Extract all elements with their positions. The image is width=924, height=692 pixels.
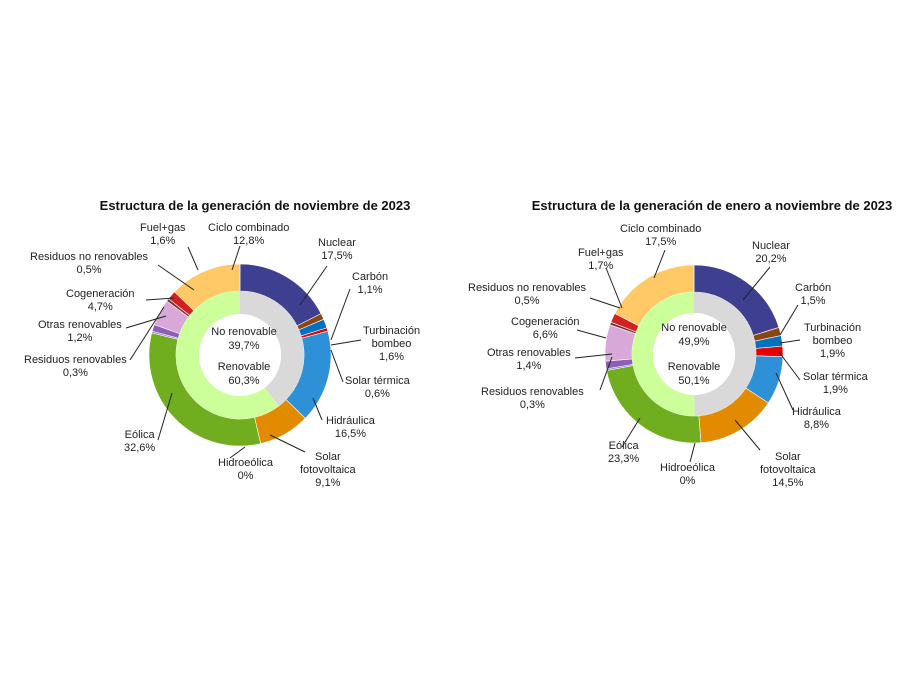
label-residuos-no-renovables: Residuos no renovables 0,5% — [30, 251, 149, 276]
donut-hole — [653, 313, 735, 395]
outer-labels: Nuclear 20,2%Carbón 1,5% Turbinación bombeo 1… — [468, 223, 869, 489]
inner-label-pct: 50,1% — [678, 375, 709, 387]
leader-line — [574, 353, 613, 359]
label-carbon: Carbón 1,5% — [795, 282, 831, 307]
leader-line — [779, 339, 801, 344]
label-solar-fotovoltaica: Solar fotovoltaica 14,5% — [760, 451, 817, 489]
label-residuos-renovables: Residuos renovables 0,3% — [481, 386, 584, 411]
inner-slice-no-renovable — [240, 291, 305, 407]
label-eolica: Eólica 23,3% — [608, 440, 639, 465]
leader-line — [734, 419, 761, 451]
label-fuel-gas: Fuel+gas 1,7% — [578, 247, 624, 272]
label-carbon: Carbón 1,1% — [352, 271, 388, 296]
center-labels: No renovable 39,7% Renovable 60,3% — [211, 326, 276, 387]
leader-line — [187, 246, 199, 271]
inner-label-name: No renovable — [211, 326, 276, 338]
label-eolica: Eólica 32,6% — [124, 429, 155, 454]
label-solar-fotovoltaica: Solar fotovoltaica 9,1% — [300, 451, 357, 489]
slice-ciclo-combinado — [614, 264, 695, 327]
outer-ring — [604, 264, 784, 444]
label-fuel-gas: Fuel+gas 1,6% — [140, 222, 186, 247]
leader-line — [231, 245, 241, 271]
leader-line — [576, 329, 607, 339]
inner-label-name: Renovable — [218, 361, 271, 373]
inner-ring — [176, 291, 305, 419]
leader-line — [145, 297, 175, 301]
leader-line — [599, 356, 613, 391]
label-hidraulica: Hidráulica 8,8% — [792, 406, 842, 431]
label-hidraulica: Hidráulica 16,5% — [326, 415, 376, 440]
center-labels: No renovable 49,9% Renovable 50,1% — [661, 322, 726, 387]
leader-line — [157, 392, 173, 441]
leader-line — [775, 372, 794, 411]
label-nuclear: Nuclear 20,2% — [752, 240, 790, 265]
leader-line — [269, 434, 306, 453]
outer-ring — [148, 263, 332, 447]
label-cogeneracion: Cogeneración 4,7% — [66, 288, 135, 313]
label-hidroeolica: Hidroeólica 0% — [660, 462, 716, 487]
chart-jan-nov: Estructura de la generación de enero a n… — [468, 198, 892, 489]
inner-slice-no-renovable — [694, 292, 757, 416]
label-solar-termica: Solar térmica 0,6% — [345, 375, 411, 400]
outer-labels: Nuclear 17,5% Carbón 1,1% Turbinación bombeo 1… — [24, 222, 420, 489]
leader-line — [605, 267, 623, 309]
inner-label-name: No renovable — [661, 322, 726, 334]
leader-line — [589, 297, 621, 309]
leader-line — [330, 339, 362, 346]
label-cogeneracion: Cogeneración 6,6% — [511, 316, 580, 341]
label-ciclo-combinado: Ciclo combinado 12,8% — [208, 222, 289, 247]
leader-line — [229, 446, 246, 459]
leader-line — [129, 306, 165, 361]
inner-label-pct: 49,9% — [678, 336, 709, 348]
leader-line — [299, 265, 328, 306]
leader-line — [330, 349, 344, 383]
leader-line — [125, 315, 167, 329]
chart-title: Estructura de la generación de noviembre… — [100, 198, 411, 213]
label-otras-renovables: Otras renovables 1,2% — [38, 319, 122, 344]
leader-line — [778, 351, 801, 381]
inner-label-name: Renovable — [668, 361, 721, 373]
label-otras-renovables: Otras renovables 1,4% — [487, 347, 571, 372]
inner-ring — [632, 292, 757, 416]
label-turbinacion-bombeo: Turbinación bombeo 1,6% — [363, 325, 420, 363]
inner-slice-renovable — [176, 291, 279, 419]
label-residuos-renovables: Residuos renovables 0,3% — [24, 354, 127, 379]
leader-line — [157, 264, 195, 291]
leader-line — [312, 397, 323, 421]
label-nuclear: Nuclear 17,5% — [318, 237, 356, 262]
leader-line — [779, 304, 799, 336]
leader-line — [330, 288, 351, 341]
label-turbinacion-bombeo: Turbinación bombeo 1,9% — [804, 322, 861, 360]
inner-slice-renovable — [632, 292, 695, 416]
leader-line — [742, 266, 771, 301]
leader-line — [621, 417, 641, 448]
inner-label-pct: 60,3% — [228, 375, 259, 387]
chart-november: Estructura de la generación de noviembre… — [24, 198, 420, 489]
label-solar-termica: Solar térmica 1,9% — [803, 371, 869, 396]
leader-line — [653, 249, 666, 279]
leader-line — [689, 442, 696, 463]
label-ciclo-combinado: Ciclo combinado 17,5% — [620, 223, 701, 248]
inner-label-pct: 39,7% — [228, 340, 259, 352]
chart-title: Estructura de la generación de enero a n… — [532, 198, 893, 213]
donut-hole — [199, 314, 281, 396]
label-hidroeolica: Hidroeólica 0% — [218, 457, 274, 482]
label-residuos-no-renovables: Residuos no renovables 0,5% — [468, 282, 587, 307]
